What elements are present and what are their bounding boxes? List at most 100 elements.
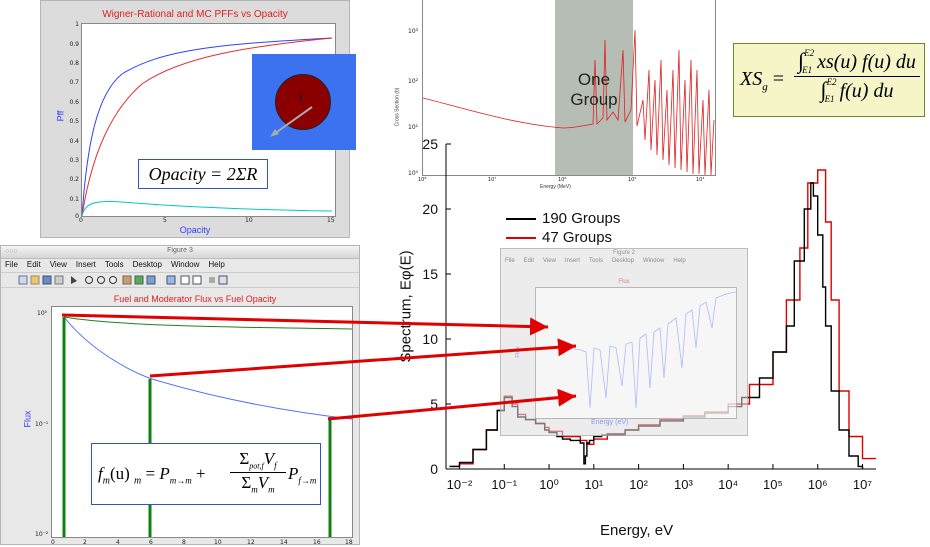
xs-xlabel: Energy (MeV) — [540, 184, 571, 190]
wigner-x-tick: 0 — [79, 217, 83, 224]
flux-inset-plot-title: Flux — [618, 279, 630, 285]
xs-formula-box: XSg = ∫E2E1 xs(u) f(u) du ∫E2E1 f(u) du — [733, 43, 925, 117]
flux-inset-window: Figure 2 File Edit View Insert Tools Desktop W… — [500, 248, 748, 436]
flux-inset-xlabel: Energy (eV) — [591, 419, 629, 426]
menu-window[interactable]: Window — [642, 258, 665, 264]
menu-tools[interactable]: Tools — [104, 260, 124, 269]
figure3-x-tick: 6 — [149, 539, 153, 546]
menu-desktop[interactable]: Desktop — [132, 260, 162, 269]
legend-swatch-red — [506, 236, 536, 239]
mc-pff-curve — [82, 37, 333, 216]
xs-num-text: xs(u) f(u) du — [817, 51, 916, 73]
xs-y-tick: 10³ — [408, 28, 419, 35]
eq-fraction: Σpot,fVf ΣmVm — [230, 449, 286, 495]
xs-numerator: ∫E2E1 xs(u) f(u) du — [794, 48, 920, 77]
menu-insert[interactable]: Insert — [564, 258, 580, 264]
xs-lhs-sub: g — [762, 81, 768, 93]
menu-file[interactable]: File — [505, 258, 515, 264]
wigner-x-tick: 15 — [327, 217, 335, 224]
figure3-window: ○○○ Figure 3 File Edit View Insert Tools Desk… — [0, 245, 360, 546]
eq-lhs: fm(u) m = Pm→m + — [98, 464, 206, 487]
xs-den-text: f(u) du — [839, 80, 894, 102]
xs-lhs: XSg = — [740, 68, 784, 93]
band-label-line2: Group — [570, 90, 618, 109]
flux-inset-ylabel: Flux — [515, 346, 522, 358]
menu-desktop[interactable]: Desktop — [611, 258, 634, 264]
wigner-x-tick: 10 — [245, 217, 253, 224]
x-tick-label: 10⁶ — [808, 477, 828, 492]
arrow-icon — [270, 106, 313, 137]
wigner-plot-window: Wigner-Rational and MC PFFs vs Opacity f… — [40, 0, 356, 238]
menu-insert[interactable]: Insert — [75, 260, 96, 269]
xs-y-tick: 10¹ — [408, 124, 419, 131]
figure3-x-tick: 8 — [182, 539, 186, 546]
y-tick-label: 0 — [430, 461, 438, 477]
xs-ylabel: Cross Section (b) — [394, 87, 401, 127]
eq-num-sub: pot,f — [249, 461, 264, 471]
eq-P1: P — [159, 464, 170, 483]
eq-Vm-sub: m — [268, 484, 275, 495]
menu-tools[interactable]: Tools — [588, 258, 603, 264]
wigner-y-tick: 0.7 — [69, 79, 79, 86]
figure3-y-tick: 10⁻¹ — [35, 421, 49, 428]
menu-help[interactable]: Help — [673, 258, 686, 264]
eq-Vm: V — [257, 473, 269, 493]
flux-inset-plot — [535, 287, 737, 419]
wigner-y-tick: 0.6 — [69, 99, 79, 106]
eq-P2: P — [288, 464, 299, 483]
eq-tail: Pf→m — [288, 464, 316, 485]
fuel-circle — [275, 74, 331, 130]
band-label-line1: One — [577, 70, 611, 89]
xs-denominator: ∫E2E1 f(u) du — [820, 77, 894, 104]
figure3-x-tick: 0 — [51, 539, 55, 546]
y-tick-label: 5 — [430, 396, 438, 412]
figure3-x-tick: 12 — [247, 539, 255, 546]
wigner-y-tick: 1 — [75, 21, 79, 28]
menu-edit[interactable]: Edit — [523, 258, 535, 264]
toolbar-icons[interactable] — [5, 273, 275, 287]
menu-window[interactable]: Window — [170, 260, 200, 269]
xs-lhs-text: XS — [740, 68, 763, 90]
x-tick-label: 10⁷ — [853, 477, 872, 492]
eq-Vf: V — [263, 449, 275, 468]
wigner-y-tick: 0.9 — [69, 41, 79, 48]
menu-view[interactable]: View — [543, 258, 556, 264]
xs-x-tick: 10⁷ — [488, 177, 497, 183]
figure3-titlebar: ○○○ Figure 3 — [1, 246, 359, 259]
wigner-y-tick: 0 — [75, 213, 79, 220]
inset-label: f — [299, 92, 303, 104]
menu-file[interactable]: File — [5, 260, 18, 269]
eq-denominator: ΣmVm — [230, 473, 286, 494]
wigner-xlabel: Opacity — [179, 225, 211, 235]
figure3-menubar: File Edit View Insert Tools Desktop Window Help — [5, 260, 234, 269]
eq-f: f — [98, 464, 103, 483]
wigner-y-tick: 0.8 — [69, 60, 79, 67]
flux-inset-curve — [536, 291, 736, 409]
cyan-curve — [82, 201, 333, 216]
flux-inset-title: Figure 2 — [612, 250, 635, 256]
figure3-y-tick: 10⁰ — [37, 310, 48, 317]
legend-item: 190 Groups — [506, 209, 620, 228]
pin-cell-inset-box: f — [252, 54, 356, 150]
wigner-ylabel: Pff — [55, 110, 66, 122]
y-tick-label: 15 — [422, 266, 438, 282]
band-label: One Group — [555, 70, 633, 110]
window-buttons[interactable]: ○○○ — [5, 248, 18, 255]
menu-edit[interactable]: Edit — [26, 260, 41, 269]
eq-sub-m: m — [102, 475, 110, 487]
x-tick-label: 10² — [629, 477, 648, 492]
wigner-x-tick: 5 — [163, 217, 167, 224]
xs-x-tick: 10⁴ — [696, 177, 705, 183]
legend: 190 Groups 47 Groups — [506, 209, 620, 247]
wigner-y-tick: 0.5 — [69, 118, 79, 125]
wigner-y-tick: 0.2 — [69, 176, 79, 183]
eq-Vf-sub: f — [274, 460, 277, 471]
spectrum-xlabel: Energy, eV — [600, 522, 674, 539]
legend-label: 47 Groups — [542, 229, 613, 246]
figure3-title: Figure 3 — [167, 247, 193, 254]
xs-x-tick: 10⁶ — [558, 177, 567, 183]
figure3-x-tick: 16 — [313, 539, 321, 546]
menu-help[interactable]: Help — [208, 260, 225, 269]
figure3-x-tick: 18 — [345, 539, 353, 546]
menu-view[interactable]: View — [49, 260, 67, 269]
